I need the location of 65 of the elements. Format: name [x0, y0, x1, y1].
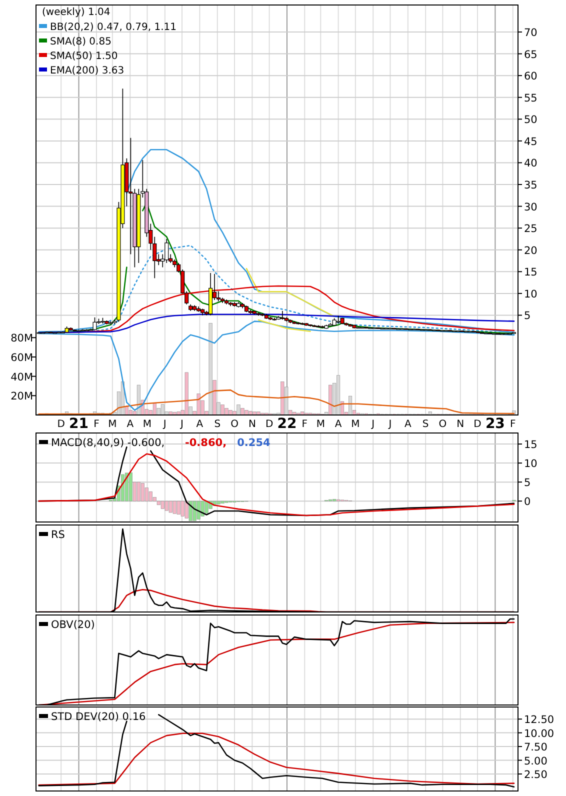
y-tick-label: 55 [524, 92, 538, 104]
x-tick-label: A [334, 419, 342, 430]
x-tick-label: A [404, 419, 412, 430]
x-tick-label: F [94, 419, 100, 430]
y-tick-label: 50 [524, 114, 538, 126]
legend-label: SMA(8) 0.85 [50, 36, 112, 48]
y-tick-label: 20 [524, 244, 538, 257]
x-tick-label: M [142, 419, 152, 430]
y-tick-label: 5.00 [524, 755, 548, 768]
y-tick-label: 10.00 [524, 728, 554, 740]
x-tick-label: D [57, 419, 66, 430]
legend-label: BB(20,2) 0.47, 0.79, 1.11 [50, 22, 176, 33]
y2-tick-label: 20M [10, 390, 33, 403]
y-tick-label: 70 [524, 27, 538, 40]
x-tick-label: A [126, 419, 134, 430]
x-tick-label: A [196, 419, 204, 430]
annotation: 0.254 [237, 437, 270, 449]
x-tick-label: J [162, 419, 166, 430]
y-tick-label: 12.50 [524, 714, 554, 726]
x-tick-label: F [302, 419, 308, 430]
y-tick-label: 15 [524, 266, 538, 279]
y-tick-label: 40 [524, 158, 538, 170]
legend-label: OBV(20) [51, 619, 95, 631]
x-tick-label: N [456, 419, 464, 430]
x-tick-label: S [422, 419, 429, 430]
x-tick-label: J [180, 419, 184, 430]
y-tick-label: 35 [524, 180, 538, 192]
x-tick-label: F [510, 419, 516, 430]
x-tick-label: 21 [69, 416, 89, 432]
y-tick-label: 2.50 [524, 768, 548, 781]
y-tick-label: 45 [524, 136, 538, 148]
y-tick-label: 10 [524, 288, 538, 300]
y-tick-label: 10 [524, 458, 538, 470]
y-tick-label: 30 [524, 201, 538, 214]
x-tick-label: N [248, 419, 256, 430]
legend-label: STD DEV(20) 0.16 [51, 711, 146, 723]
x-tick-label: M [108, 419, 117, 430]
x-tick-label: D [265, 419, 274, 430]
x-tick-label: J [370, 419, 375, 430]
x-tick-label: O [438, 419, 447, 430]
y-tick-label: 15 [524, 439, 538, 452]
legend-label: RS [51, 529, 66, 541]
x-tick-label: 23 [485, 416, 505, 432]
chart-title: (weekly) 1.04 [42, 7, 110, 18]
x-tick-label: 22 [277, 416, 297, 432]
y-tick-label: 60 [524, 70, 538, 83]
legend-label: EMA(200) 3.63 [50, 66, 124, 76]
y2-tick-label: 80M [10, 332, 33, 345]
y-tick-label: 5 [524, 310, 531, 322]
x-tick-label: M [351, 419, 360, 430]
y-tick-label: 5 [524, 477, 531, 490]
text: -0.860, [185, 437, 227, 449]
y2-tick-label: 40M [10, 371, 33, 384]
y-tick-label: 65 [524, 48, 538, 61]
x-tick-label: D [474, 419, 482, 430]
y-tick-label: 0 [524, 496, 531, 508]
legend-label: MACD(8,40,9) -0.600, [51, 437, 165, 449]
x-tick-label: O [230, 419, 239, 430]
y-tick-label: 25 [524, 223, 538, 236]
x-tick-label: J [388, 419, 392, 430]
x-tick-label: M [316, 419, 325, 430]
y-tick-label: 7.50 [524, 742, 548, 754]
y2-tick-label: 60M [10, 352, 33, 364]
x-tick-label: S [214, 419, 221, 430]
legend-label: SMA(50) 1.50 [50, 51, 118, 62]
